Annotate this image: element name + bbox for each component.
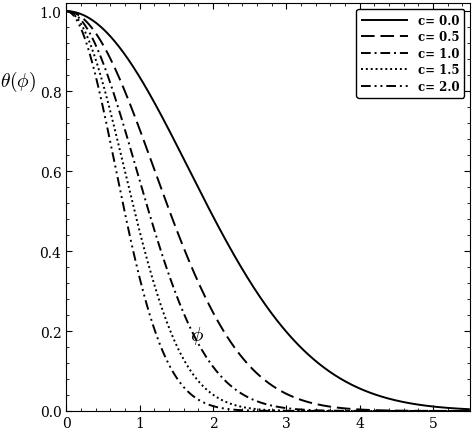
c= 0.5 [459, 408, 465, 414]
c= 0.5 [218, 324, 224, 329]
c= 1.0 [459, 408, 465, 414]
c= 1.5 [459, 408, 465, 414]
c= 0.0 [64, 10, 69, 15]
c= 1.5 [218, 397, 224, 402]
c= 0.0 [133, 70, 139, 75]
c= 2.0 [109, 150, 115, 155]
c= 1.0 [467, 408, 473, 414]
c= 1.0 [218, 374, 224, 379]
c= 0.5 [64, 10, 69, 15]
c= 0.5 [416, 408, 421, 414]
Line: c= 2.0: c= 2.0 [66, 12, 470, 411]
Text: $\phi$: $\phi$ [190, 324, 204, 346]
c= 0.0 [416, 402, 421, 408]
c= 0.0 [467, 407, 473, 412]
Line: c= 0.5: c= 0.5 [66, 12, 470, 411]
c= 0.0 [109, 37, 115, 42]
c= 0.5 [133, 118, 139, 124]
Line: c= 1.0: c= 1.0 [66, 12, 470, 411]
c= 1.5 [64, 10, 69, 15]
c= 0.0 [236, 260, 241, 266]
c= 0.5 [467, 408, 473, 414]
c= 2.0 [236, 408, 241, 413]
Line: c= 1.5: c= 1.5 [66, 12, 470, 411]
c= 1.0 [133, 167, 139, 172]
c= 0.0 [459, 406, 465, 411]
c= 1.0 [64, 10, 69, 15]
c= 1.0 [236, 389, 241, 395]
c= 2.0 [133, 262, 139, 267]
c= 1.5 [236, 404, 241, 409]
Line: c= 0.0: c= 0.0 [66, 12, 470, 409]
c= 2.0 [416, 408, 421, 414]
c= 1.5 [109, 117, 115, 122]
Legend: c= 0.0, c= 0.5, c= 1.0, c= 1.5, c= 2.0: c= 0.0, c= 0.5, c= 1.0, c= 1.5, c= 2.0 [356, 10, 464, 99]
c= 1.0 [109, 87, 115, 92]
c= 0.5 [109, 61, 115, 66]
c= 2.0 [467, 408, 473, 414]
c= 0.0 [218, 229, 224, 234]
c= 2.0 [64, 10, 69, 15]
c= 1.5 [133, 216, 139, 221]
c= 1.0 [416, 408, 421, 414]
c= 2.0 [459, 408, 465, 414]
Y-axis label: $\theta(\phi)$: $\theta(\phi)$ [0, 69, 36, 94]
c= 2.0 [218, 405, 224, 411]
c= 0.5 [236, 350, 241, 355]
c= 1.5 [416, 408, 421, 414]
c= 1.5 [467, 408, 473, 414]
